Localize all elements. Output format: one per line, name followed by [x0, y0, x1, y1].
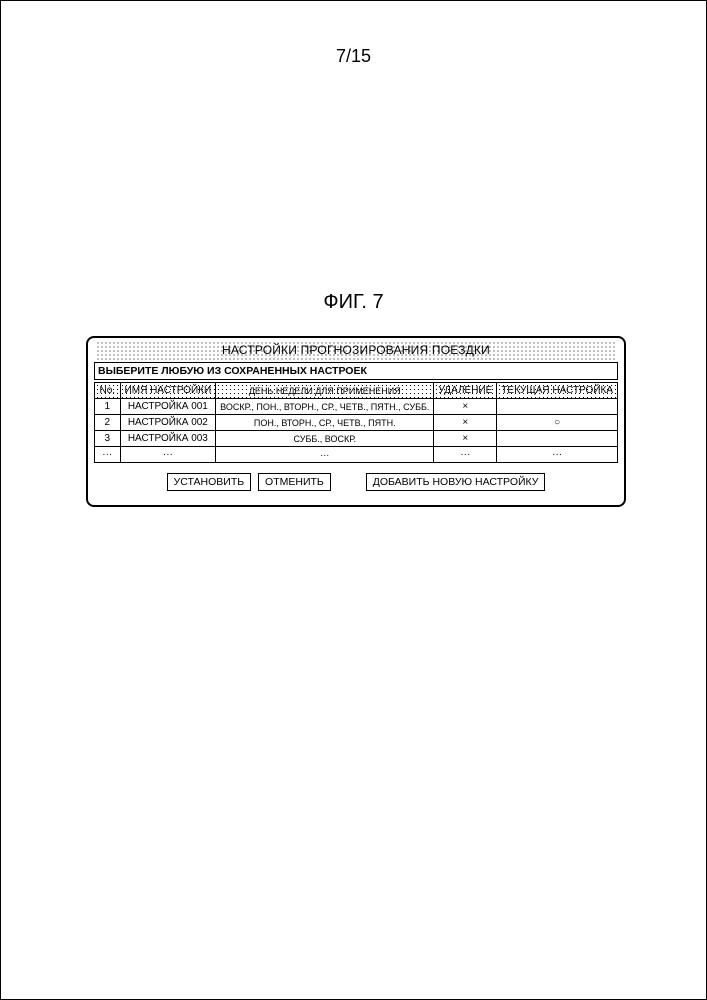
- table-row[interactable]: 3 НАСТРОЙКА 003 СУББ., ВОСКР. ×: [95, 431, 618, 447]
- cell-current: [497, 431, 618, 447]
- cell-delete[interactable]: ×: [434, 431, 497, 447]
- settings-panel: НАСТРОЙКИ ПРОГНОЗИРОВАНИЯ ПОЕЗДКИ ВЫБЕРИ…: [86, 336, 626, 507]
- cell-no: ···: [95, 447, 121, 463]
- cell-days: СУББ., ВОСКР.: [216, 431, 434, 447]
- cancel-button[interactable]: ОТМЕНИТЬ: [258, 473, 331, 491]
- table-row[interactable]: 1 НАСТРОЙКА 001 ВОСКР., ПОН., ВТОРН., СР…: [95, 399, 618, 415]
- col-header-no: No.: [95, 383, 121, 399]
- col-header-name: ИМЯ НАСТРОЙКИ: [120, 383, 216, 399]
- cell-current: ···: [497, 447, 618, 463]
- cell-no: 1: [95, 399, 121, 415]
- cell-name: НАСТРОЙКА 002: [120, 415, 216, 431]
- cell-days: ···: [216, 447, 434, 463]
- figure-label: ФИГ. 7: [1, 291, 706, 314]
- button-row: УСТАНОВИТЬ ОТМЕНИТЬ ДОБАВИТЬ НОВУЮ НАСТР…: [94, 473, 618, 491]
- cell-days: ВОСКР., ПОН., ВТОРН., СР., ЧЕТВ., ПЯТН.,…: [216, 399, 434, 415]
- set-button[interactable]: УСТАНОВИТЬ: [167, 473, 252, 491]
- cell-current: ○: [497, 415, 618, 431]
- add-new-button[interactable]: ДОБАВИТЬ НОВУЮ НАСТРОЙКУ: [366, 473, 546, 491]
- col-header-current: ТЕКУЩАЯ НАСТРОЙКА: [497, 383, 618, 399]
- cell-delete[interactable]: ×: [434, 399, 497, 415]
- table-row[interactable]: 2 НАСТРОЙКА 002 ПОН., ВТОРН., СР., ЧЕТВ.…: [95, 415, 618, 431]
- col-header-days: ДЕНЬ НЕДЕЛИ ДЛЯ ПРИМЕНЕНИЯ: [216, 383, 434, 399]
- page-number: 7/15: [1, 46, 706, 67]
- table-header-row: No. ИМЯ НАСТРОЙКИ ДЕНЬ НЕДЕЛИ ДЛЯ ПРИМЕН…: [95, 383, 618, 399]
- cell-days: ПОН., ВТОРН., СР., ЧЕТВ., ПЯТН.: [216, 415, 434, 431]
- cell-delete[interactable]: ×: [434, 415, 497, 431]
- table-row: ··· ··· ··· ··· ···: [95, 447, 618, 463]
- cell-name: НАСТРОЙКА 001: [120, 399, 216, 415]
- cell-current: [497, 399, 618, 415]
- cell-name: НАСТРОЙКА 003: [120, 431, 216, 447]
- panel-subtitle: ВЫБЕРИТЕ ЛЮБУЮ ИЗ СОХРАНЕННЫХ НАСТРОЕК: [94, 362, 618, 380]
- cell-no: 3: [95, 431, 121, 447]
- cell-name: ···: [120, 447, 216, 463]
- col-header-delete: УДАЛЕНИЕ: [434, 383, 497, 399]
- panel-title: НАСТРОЙКИ ПРОГНОЗИРОВАНИЯ ПОЕЗДКИ: [96, 341, 616, 361]
- cell-delete: ···: [434, 447, 497, 463]
- cell-no: 2: [95, 415, 121, 431]
- settings-table: No. ИМЯ НАСТРОЙКИ ДЕНЬ НЕДЕЛИ ДЛЯ ПРИМЕН…: [94, 382, 618, 463]
